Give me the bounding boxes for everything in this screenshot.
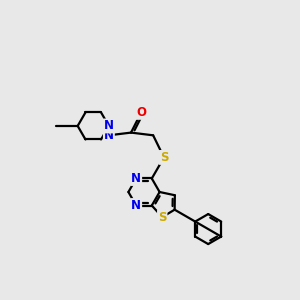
Text: N: N [131, 172, 141, 185]
Text: O: O [136, 106, 146, 119]
Text: N: N [131, 199, 141, 212]
Text: N: N [104, 119, 114, 132]
Text: N: N [104, 129, 114, 142]
Text: S: S [160, 151, 168, 164]
Text: S: S [158, 211, 166, 224]
